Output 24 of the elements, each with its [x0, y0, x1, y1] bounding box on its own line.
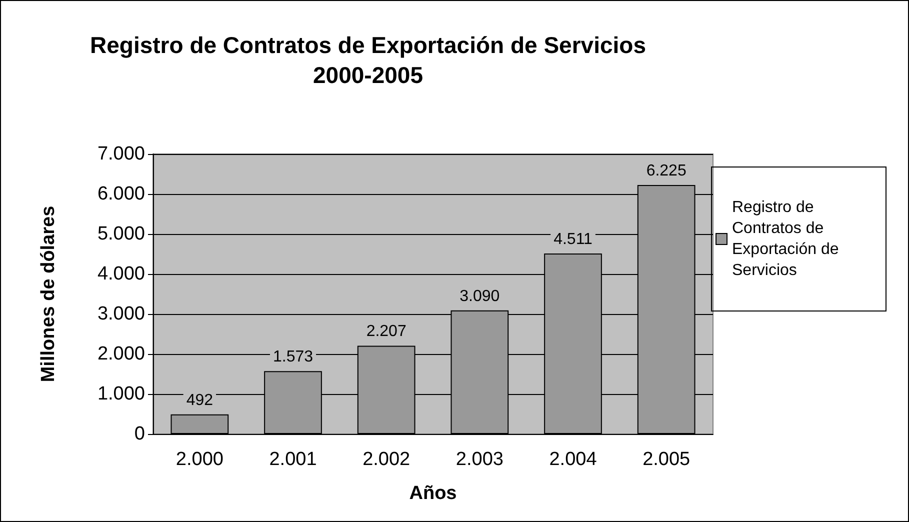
y-tick-label: 1.000: [97, 384, 145, 404]
y-axis-title: Millones de dólares: [38, 206, 59, 382]
data-label: 1.573: [272, 348, 314, 366]
x-tick-label: 2.005: [642, 449, 690, 470]
data-label: 6.225: [646, 162, 686, 180]
x-tick-label: 2.003: [456, 449, 504, 470]
x-tick-label: 2.001: [269, 449, 317, 470]
y-tick-label: 2.000: [97, 344, 145, 364]
y-tick-label: 7.000: [97, 144, 145, 164]
data-label: 2.207: [366, 323, 406, 340]
legend-label: Registro de Contratos de Exportación de Servicios: [732, 199, 844, 279]
x-tick-label: 2.000: [176, 449, 224, 470]
y-tick-label: 3.000: [97, 304, 145, 324]
x-tick-label: 2.002: [362, 449, 410, 470]
x-axis-title: Años: [409, 483, 457, 504]
data-label: 4.511: [554, 231, 593, 248]
y-tick-label: 0: [134, 424, 145, 444]
data-label: 3.090: [460, 288, 500, 305]
data-label: 492: [186, 392, 214, 409]
chart-title: Registro de Contratos de Exportación de Servicios 2000-2005: [90, 32, 646, 88]
y-tick-label: 4.000: [97, 264, 145, 284]
y-tick-label: 6.000: [97, 184, 145, 204]
x-tick-label: 2.004: [549, 449, 598, 470]
y-tick-label: 5.000: [97, 224, 145, 244]
